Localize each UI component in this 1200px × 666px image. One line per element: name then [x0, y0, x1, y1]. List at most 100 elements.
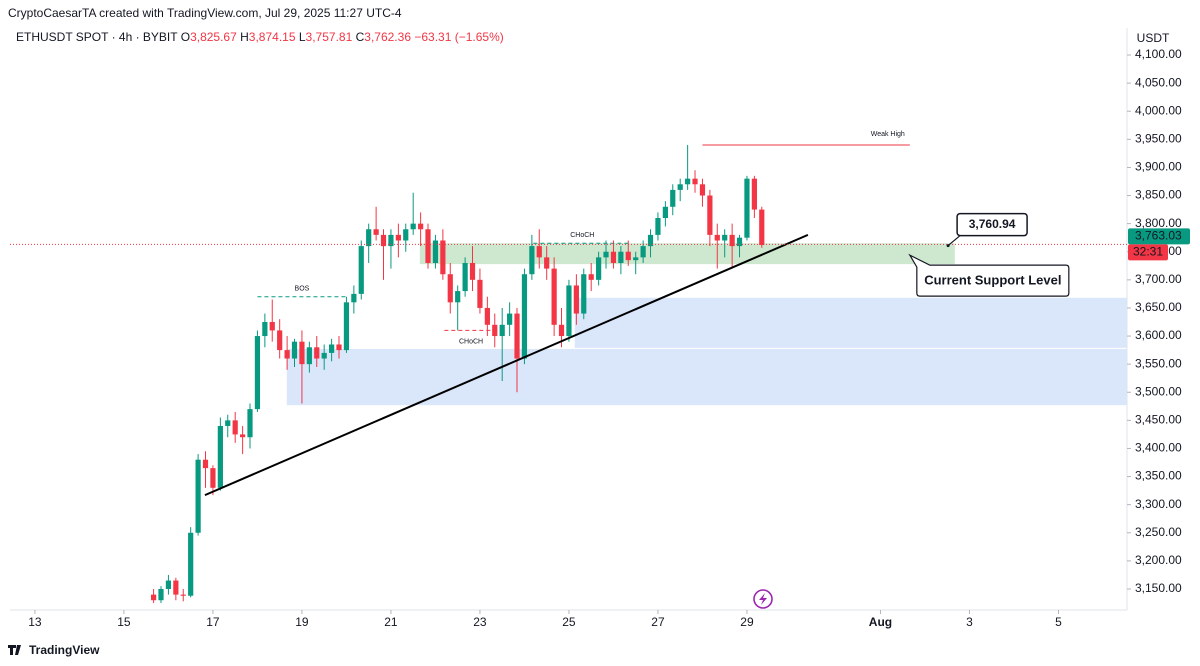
- ohlc-value: 3,874.15: [249, 30, 296, 44]
- level-label: CHoCH: [570, 232, 594, 239]
- candle-body: [202, 459, 209, 469]
- candle-body: [751, 178, 757, 210]
- y-tick-label: 3,150.00: [1135, 581, 1182, 595]
- candle-body: [343, 302, 350, 351]
- callout-label: Current Support Level: [924, 273, 1061, 288]
- candle-body: [603, 251, 609, 258]
- candle-body: [247, 409, 253, 438]
- x-tick-label: 27: [651, 615, 665, 629]
- callout-box: [956, 212, 1028, 237]
- currency: USDT: [1137, 31, 1170, 45]
- y-tick-label: 3,950.00: [1135, 131, 1182, 145]
- level-label: CHoCH: [459, 338, 483, 345]
- x-tick-label: 17: [206, 615, 220, 629]
- candle-body: [477, 279, 483, 308]
- y-tick-label: 3,350.00: [1135, 469, 1182, 483]
- attribution: CryptoCaesarTA created with TradingView.…: [8, 6, 402, 20]
- candle-body: [314, 347, 320, 359]
- ohlc-key: L: [299, 30, 306, 44]
- candle-body: [158, 588, 164, 601]
- candle-body: [180, 594, 186, 596]
- candle-body: [425, 229, 431, 263]
- candle-body: [395, 234, 401, 241]
- candle-body: [455, 291, 461, 303]
- candle-body: [736, 237, 743, 247]
- candle-body: [165, 580, 172, 589]
- y-tick-label: 4,000.00: [1135, 103, 1182, 117]
- candle-body: [558, 324, 565, 337]
- candle-body: [759, 209, 765, 245]
- candle-body: [440, 240, 446, 275]
- x-tick-label: 5: [1055, 615, 1062, 629]
- candle-body: [210, 468, 216, 488]
- candle-body: [269, 321, 275, 331]
- y-tick-label: 3,450.00: [1135, 413, 1182, 427]
- candle-body: [492, 324, 498, 337]
- candle-body: [618, 251, 624, 263]
- callout-label: 3,760.94: [969, 217, 1016, 231]
- candle-body: [329, 344, 335, 353]
- candle-body: [232, 420, 238, 435]
- candle-body: [410, 223, 416, 230]
- y-tick-label: 3,900.00: [1135, 160, 1182, 174]
- candle-body: [173, 580, 179, 595]
- candle-body: [521, 274, 528, 359]
- ohlc-value: 3,762.36: [364, 30, 411, 44]
- y-tick-label: 3,850.00: [1135, 188, 1182, 202]
- candle-body: [647, 234, 654, 247]
- ohlc-key: C: [356, 30, 365, 44]
- x-tick-label: 21: [384, 615, 398, 629]
- candle-body: [677, 184, 683, 190]
- candle-body: [358, 246, 364, 294]
- countdown: 32:31: [1133, 245, 1163, 259]
- candle-body: [722, 234, 728, 241]
- candle-body: [633, 257, 639, 261]
- candle-body: [321, 352, 327, 359]
- candle-body: [588, 274, 594, 280]
- zone: [286, 348, 1128, 406]
- candle-body: [610, 251, 617, 263]
- y-tick-label: 3,200.00: [1135, 553, 1182, 567]
- ohlc-key: O: [181, 30, 190, 44]
- y-tick-label: 3,300.00: [1135, 497, 1182, 511]
- y-tick-label: 3,800.00: [1135, 216, 1182, 230]
- y-tick-label: 4,100.00: [1135, 47, 1182, 61]
- lightning-icon: [753, 589, 773, 609]
- candle-body: [692, 178, 698, 185]
- y-tick-label: 3,400.00: [1135, 441, 1182, 455]
- candle-body: [336, 344, 342, 351]
- watermark: TradingView: [29, 643, 100, 657]
- candle-body: [151, 594, 157, 601]
- callout-pointer: [947, 235, 961, 247]
- symbol: ETHUSDT SPOT · 4h · BYBIT: [16, 30, 178, 44]
- candle-body: [306, 347, 312, 365]
- callout-box: [908, 253, 1070, 297]
- y-tick-label: 3,250.00: [1135, 525, 1182, 539]
- x-tick-label: 29: [740, 615, 754, 629]
- last-price-label: 3,763.03: [1135, 229, 1182, 243]
- candle-body: [544, 257, 550, 269]
- candle-body: [640, 246, 646, 258]
- ohlc-value: 3,825.67: [190, 30, 237, 44]
- candle-body: [432, 240, 439, 263]
- candle-body: [366, 229, 372, 247]
- y-tick-label: 3,550.00: [1135, 356, 1182, 370]
- y-tick-label: 3,600.00: [1135, 328, 1182, 342]
- zone: [574, 297, 1127, 348]
- candle-body: [447, 274, 453, 303]
- callout-anchor: [946, 244, 950, 248]
- candle-body: [566, 285, 572, 337]
- candle-body: [277, 330, 283, 351]
- candle-body: [529, 246, 535, 275]
- y-tick-label: 3,650.00: [1135, 300, 1182, 314]
- trendline: [204, 233, 809, 497]
- countdown-box: [1128, 244, 1168, 261]
- candle-body: [284, 350, 290, 359]
- x-tick-label: Aug: [869, 615, 892, 629]
- ohlc-value: 3,757.81: [306, 30, 353, 44]
- candle-body: [625, 251, 631, 261]
- candle-body: [418, 223, 424, 230]
- candle-body: [188, 532, 194, 596]
